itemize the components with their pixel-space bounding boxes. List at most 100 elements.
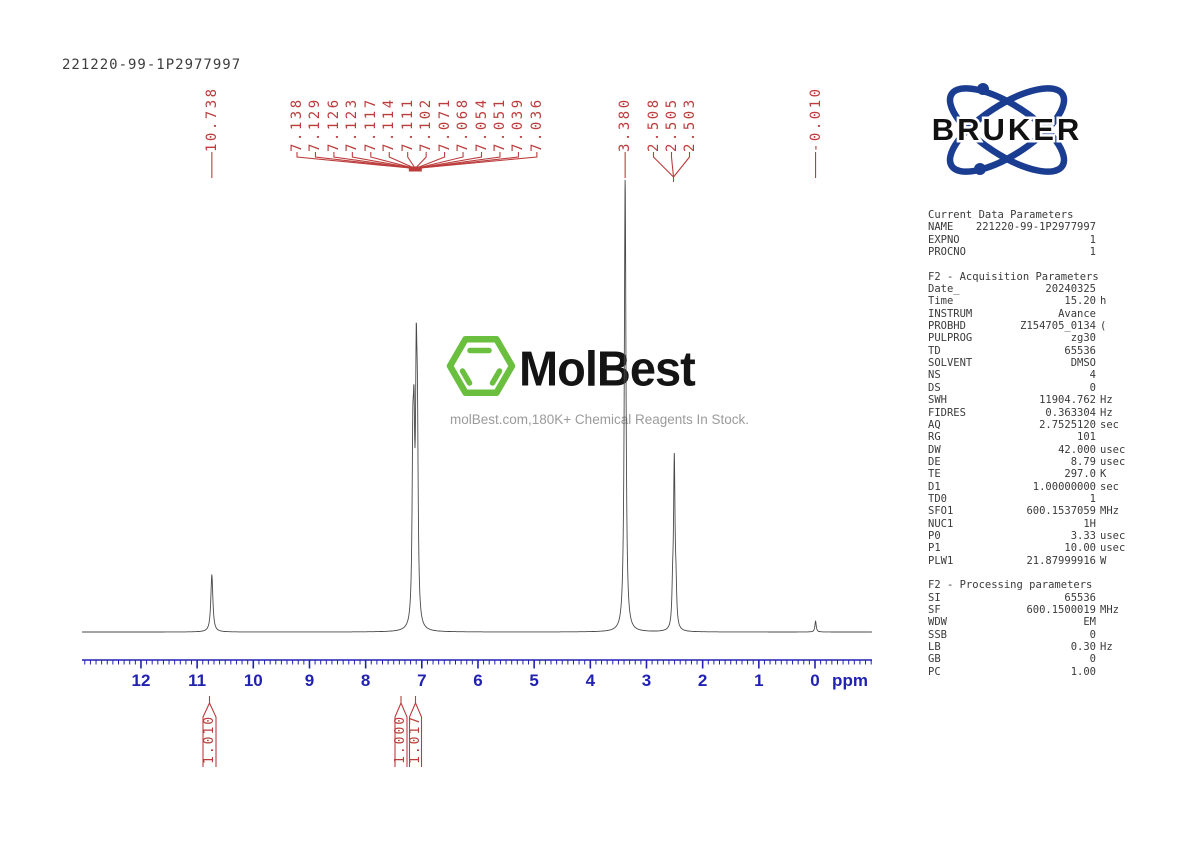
peak-label-7.111: 7.111 — [399, 97, 416, 152]
molbest-tagline: molBest.com,180K+ Chemical Reagents In S… — [450, 412, 750, 427]
param-value: 2.7525120 — [1039, 418, 1096, 431]
benzene-hexagon-icon — [446, 330, 516, 406]
param-value: 3.33 — [1070, 529, 1096, 542]
param-unit — [1096, 629, 1130, 641]
param-name: AQ — [928, 418, 941, 431]
param-value: 65536 — [1064, 591, 1096, 604]
axis-tick-label-2: 2 — [697, 671, 708, 690]
param-name: EXPNO — [928, 233, 960, 246]
param-value: 0.30 — [1070, 641, 1096, 654]
param-value: 20240325 — [1045, 283, 1096, 296]
peak-pointer-line — [415, 152, 501, 170]
param-value: 0 — [1089, 653, 1096, 666]
param-unit — [1096, 345, 1130, 357]
param-value: 4 — [1089, 369, 1096, 382]
peak-pointer-line — [370, 152, 416, 170]
params-section-title: F2 - Acquisition Parameters — [928, 270, 1099, 283]
peak-pointer-line — [414, 152, 427, 169]
param-unit — [1096, 332, 1130, 344]
param-row-INSTRUM: INSTRUM Avance — [928, 308, 1130, 320]
peak-pointer-line — [415, 152, 483, 170]
param-name: SOLVENT — [928, 357, 973, 370]
param-unit: h — [1100, 295, 1107, 308]
param-name: SF — [928, 604, 941, 616]
param-unit — [1096, 283, 1130, 295]
param-unit — [1096, 666, 1130, 678]
param-row-RG: RG 101 — [928, 431, 1130, 443]
param-name: SWH — [928, 394, 947, 407]
param-name: P0 — [928, 529, 941, 542]
peak-label-2.508: 2.508 — [645, 97, 662, 152]
peak-label-2.505: 2.505 — [663, 97, 680, 152]
integral-value-1.017: 1.017 — [407, 714, 423, 764]
param-name: SSB — [928, 628, 947, 641]
peak-label-3.380: 3.380 — [617, 97, 634, 152]
param-unit — [1096, 653, 1130, 665]
param-value: 1 — [1089, 492, 1096, 505]
param-unit: sec — [1100, 480, 1119, 493]
peak-label-7.102: 7.102 — [418, 97, 435, 152]
param-unit: usec — [1100, 455, 1126, 468]
param-name: INSTRUM — [928, 307, 973, 320]
param-unit: MHz — [1100, 604, 1119, 616]
param-name: FIDRES — [928, 406, 966, 419]
peak-label-10.738: 10.738 — [203, 86, 220, 152]
peak-label-7.071: 7.071 — [436, 97, 453, 152]
param-value: 1H — [1083, 517, 1096, 530]
param-row-PROCNO: PROCNO 1 — [928, 246, 1130, 258]
param-row-EXPNO: EXPNO 1 — [928, 234, 1130, 246]
param-value: EM — [1083, 616, 1096, 629]
peak-label-7.114: 7.114 — [381, 97, 398, 152]
param-row-P1: P1 10.00 usec — [928, 542, 1130, 554]
param-name: NS — [928, 369, 941, 382]
peak-label-7.117: 7.117 — [362, 97, 379, 152]
param-name: SI — [928, 591, 941, 604]
param-unit: K — [1100, 468, 1107, 481]
param-value: DMSO — [1070, 357, 1096, 370]
param-value: 600.1500019 — [1026, 604, 1096, 616]
param-value: 65536 — [1064, 344, 1096, 357]
param-name: P1 — [928, 542, 941, 555]
param-name: D1 — [928, 480, 941, 493]
param-row-SWH: SWH 11904.762 Hz — [928, 394, 1130, 406]
integral-bracket — [408, 696, 423, 767]
param-row-SOLVENT: SOLVENT DMSO — [928, 357, 1130, 369]
param-name: WDW — [928, 616, 947, 629]
param-unit — [1096, 493, 1130, 505]
axis-tick-label-7: 7 — [417, 671, 427, 690]
param-row-FIDRES: FIDRES 0.363304 Hz — [928, 407, 1130, 419]
param-value: 0 — [1089, 628, 1096, 641]
params-section-title: Current Data Parameters — [928, 209, 1074, 221]
param-value: 42.000 — [1058, 443, 1096, 456]
peak-pointer-line — [673, 152, 691, 178]
axis-tick-label-12: 12 — [131, 671, 151, 690]
param-row-WDW: WDW EM — [928, 616, 1130, 628]
param-name: NUC1 — [928, 517, 954, 530]
peak-pointer-line — [407, 152, 416, 169]
param-name: Time — [928, 295, 954, 308]
peak-pointer-line — [415, 152, 446, 170]
param-unit: MHz — [1100, 505, 1119, 518]
param-row-DW: DW 42.000 usec — [928, 444, 1130, 456]
param-name: RG — [928, 431, 941, 444]
peak-label-7.054: 7.054 — [473, 97, 490, 152]
param-row-NS: NS 4 — [928, 369, 1130, 381]
param-value: 1.00000000 — [1032, 480, 1096, 493]
param-name: TE — [928, 468, 941, 481]
param-row-PLW1: PLW1 21.87999916 W — [928, 555, 1130, 567]
param-name: SFO1 — [928, 505, 954, 518]
param-row-PULPROG: PULPROG zg30 — [928, 332, 1130, 344]
peak-pointer-line — [652, 152, 674, 178]
integral-bracket — [394, 696, 408, 767]
param-unit: Hz — [1100, 394, 1113, 407]
axis-unit-label: ppm — [832, 671, 868, 690]
peak-label-7.126: 7.126 — [325, 97, 342, 152]
param-value: 8.79 — [1070, 455, 1096, 468]
param-row-TD0: TD0 1 — [928, 493, 1130, 505]
axis-tick-label-8: 8 — [360, 671, 371, 690]
param-row-PROBHD: PROBHD Z154705_0134 ( — [928, 320, 1130, 332]
param-unit: sec — [1100, 418, 1119, 431]
param-value: Z154705_0134 — [1020, 320, 1096, 333]
param-row-TD: TD 65536 — [928, 345, 1130, 357]
